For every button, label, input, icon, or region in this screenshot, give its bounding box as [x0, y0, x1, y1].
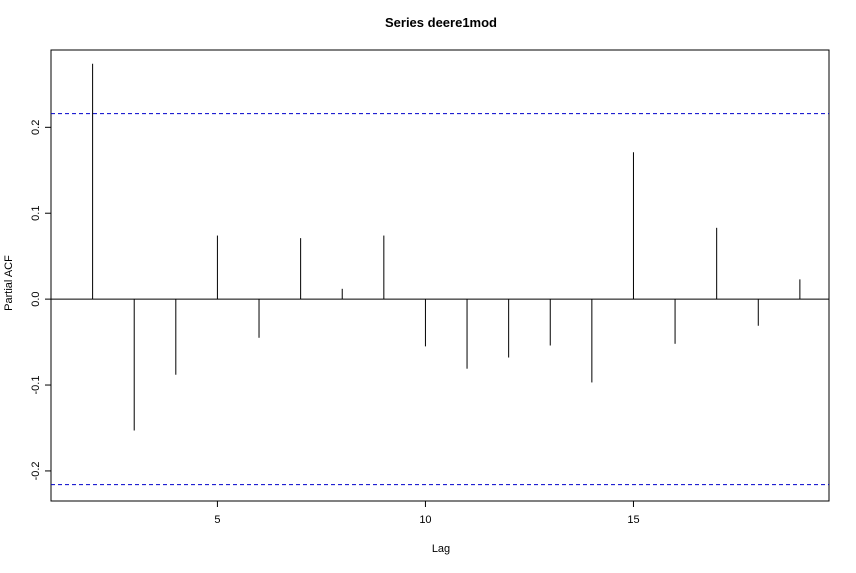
y-axis-label: Partial ACF [3, 255, 15, 311]
y-tick-label: 0.1 [30, 206, 42, 221]
x-axis-label: Lag [432, 543, 450, 555]
y-tick-label: 0.2 [30, 120, 42, 135]
chart-title: Series deere1mod [385, 15, 497, 30]
x-tick-label: 10 [419, 514, 431, 526]
y-tick-label: -0.2 [30, 461, 42, 480]
x-tick-label: 15 [627, 514, 639, 526]
plot-frame [50, 49, 830, 502]
x-tick-label: 5 [214, 514, 220, 526]
y-tick-label: 0.0 [30, 291, 42, 306]
y-tick-label: -0.1 [30, 376, 42, 395]
